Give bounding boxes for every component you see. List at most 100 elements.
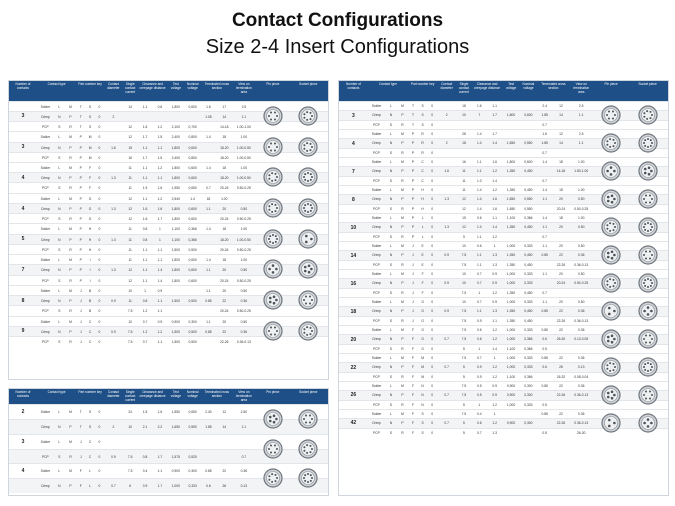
table-cell [520, 149, 537, 157]
table-cell: G [421, 300, 424, 305]
table-cell: 1.2 [492, 421, 497, 426]
table-cell: 1.00-0.50 [236, 237, 251, 242]
table-cell: 0,550 [524, 206, 533, 211]
insert-face-icon [263, 409, 283, 429]
table-cell [520, 121, 537, 129]
table-cell: 1 [144, 288, 146, 293]
table-cell: 10 [462, 113, 466, 118]
table-row: 8 Crimp N P J B 0 0.9 11 0.8 1.1 1,500 0,500 0.85 22 0.… [9, 295, 328, 306]
table-cell: 0.4 [142, 469, 148, 474]
table-cell [104, 317, 123, 326]
table-cell: 0 [431, 346, 434, 351]
table-cell: 1.1 [142, 247, 148, 252]
table-cell: 10 [128, 288, 132, 293]
table-cell: 1,650 [506, 197, 516, 202]
insert-face-icon [298, 167, 318, 187]
table-cell: P [69, 114, 72, 119]
table-cell: F [412, 384, 415, 388]
table-cell: 11 [128, 186, 132, 191]
table-cell: 1.1 [157, 299, 163, 304]
contact-count [339, 233, 368, 241]
table-cell: Solder [40, 196, 51, 201]
table-cell: J [79, 329, 82, 334]
header-view-on-termination: View on termination area [573, 82, 590, 94]
table-row: PCP S R F S 0 5 0.7 1.3 0.5 26-30 [339, 427, 668, 437]
table-cell: 0.9 [492, 272, 497, 277]
table-cell: F [412, 402, 415, 407]
table-cell: S [421, 113, 424, 118]
table-cell [104, 163, 123, 172]
table-cell [552, 401, 569, 409]
table-cell: 1.1 [578, 113, 584, 118]
table-cell: N [58, 114, 61, 119]
header-single-contact-current: Single contact current [458, 82, 470, 94]
table-cell: F [412, 421, 415, 426]
table-cell: 1.5 [157, 135, 163, 140]
table-cell: 1.1 [492, 318, 497, 323]
table-cell: 0,450 [524, 253, 533, 258]
table-cell: 1,350 [506, 309, 516, 314]
insert-face-icon [298, 198, 318, 218]
contact-count [9, 214, 37, 223]
table-row: 7 Crimp N P P I 0 1.3 12 1.1 1.4 1,800 0,600 1.1 20 0.5… [9, 264, 328, 275]
table-cell: 1.3 [492, 430, 497, 435]
table-cell: P [411, 178, 415, 183]
table-cell: 24 [128, 410, 132, 415]
table-row: 2 Solder L M T S 0 24 1.5 1.6 1,550 0,650 2.40 12 2.50 [9, 404, 328, 419]
insert-face-icon [298, 439, 318, 459]
table-cell: 1,100 [506, 346, 516, 351]
table-cell: 1,100 [171, 237, 180, 242]
table-cell: 1.00 [240, 166, 248, 170]
insert-face-icon [263, 259, 283, 280]
table-cell: 0 [98, 145, 101, 150]
table-cell [437, 354, 456, 362]
table-cell: 1.5 [142, 410, 148, 415]
table-cell: 0,600 [524, 160, 533, 165]
config-group: 3 Solder L M J C 0 PCP S R J C 0 0.9 7.5 0.8 1.7 1,575 0,5… [9, 433, 328, 464]
table-cell: 0.5 [477, 393, 482, 398]
table-row: PCP S R T S 0 0.7 [339, 119, 668, 129]
table-cell: N [389, 197, 393, 202]
table-cell: 22 [559, 253, 563, 258]
table-cell: 15 [462, 216, 466, 221]
table-row: 4 Crimp N P P G 0 1.3 12 1.6 1.6 1,800 0,600 1.1 20 0.5… [9, 202, 328, 214]
table-cell: 22 [559, 328, 563, 333]
table-cell: C [88, 329, 92, 334]
table-cell: 12 [128, 268, 132, 273]
table-cell: T [79, 104, 82, 109]
contact-count [9, 317, 37, 326]
table-cell: M [69, 135, 72, 140]
config-group: Solder L M P I 0 11 1.1 1.1 1,800 0,600 1.4 18 1.00 7 C… [9, 254, 328, 285]
table-cell: 1,550 [171, 410, 180, 415]
table-cell: M [401, 104, 404, 109]
table-cell [201, 214, 216, 223]
table-cell: 12 [128, 217, 132, 222]
table-cell: 10 [462, 272, 466, 277]
config-group: Solder L M P F 0 11 1.1 1.2 1,800 0,600 1.4 18 1.00 4 C… [9, 162, 328, 193]
table-cell: 1.1 [142, 196, 148, 201]
table-cell: 0.50 [577, 225, 585, 230]
header-clearance-creepage: Clearance and creepage distance [139, 82, 166, 90]
insert-face-icon [638, 161, 658, 181]
table-cell: 1.3 [444, 225, 449, 230]
table-cell: S [58, 454, 61, 459]
insert-face-icon [298, 167, 318, 187]
table-cell: 1.00-1.00 [236, 125, 251, 130]
table-cell: 0,900 [171, 319, 180, 324]
table-cell: L [58, 166, 61, 170]
table-cell: 1.00 [240, 258, 248, 263]
table-cell: 7.5 [461, 328, 467, 333]
table-cell: PCP [41, 278, 49, 283]
table-row: PCP S R P C 0 11 1.3 1.4 0.7 [339, 175, 668, 185]
table-cell: 0 [431, 365, 434, 370]
table-cell: 22-26 [556, 262, 566, 267]
table-cell: 0 [98, 258, 101, 263]
header-nominal-voltage: Nominal voltage [186, 390, 199, 398]
table-cell: 1.4 [492, 178, 497, 183]
table-row: Solder L M F N 0 7.5 0.5 0.9 0,900 0,300 0.85 22 0.36 [339, 381, 668, 390]
table-cell: PCP [41, 454, 49, 459]
table-cell [520, 410, 537, 418]
table-cell [437, 121, 456, 129]
table-cell: 0,366 [524, 337, 533, 342]
table-cell: 0.85 [205, 469, 212, 474]
